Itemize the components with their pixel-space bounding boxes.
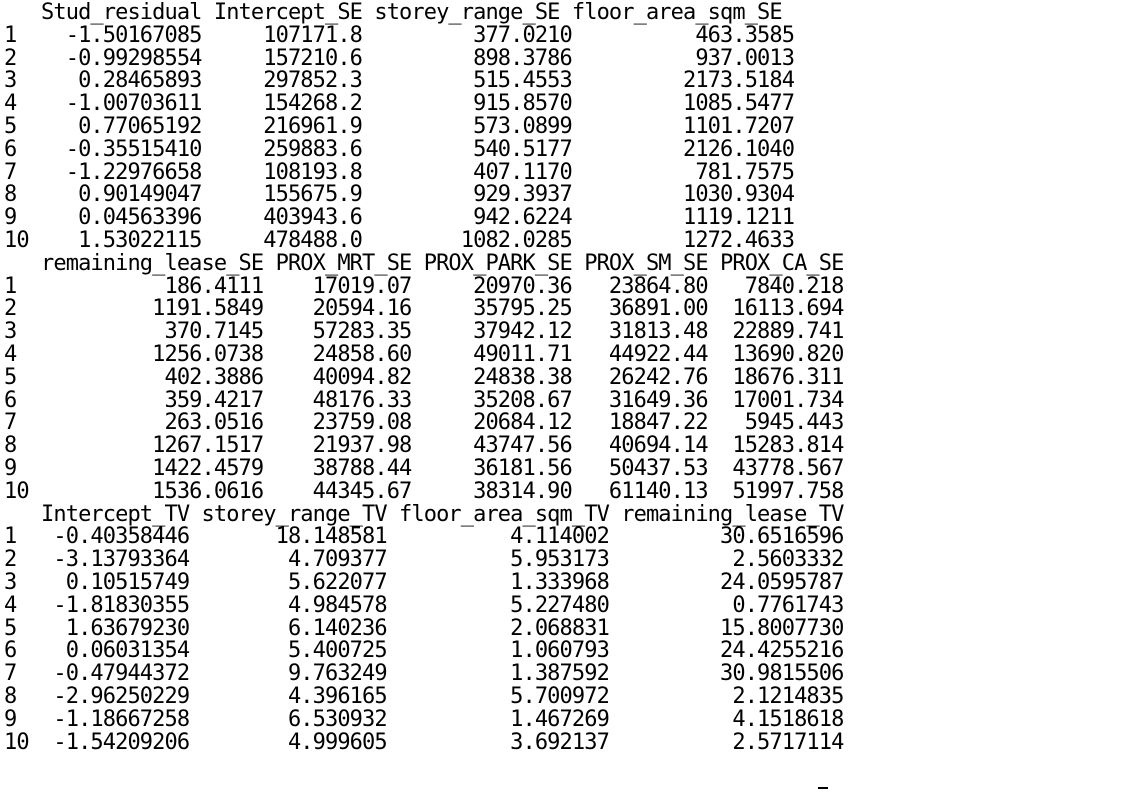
table-row: 5 402.3886 40094.82 24838.38 26242.76 18… (4, 364, 844, 390)
table-row: 3 0.28465893 297852.3 515.4553 2173.5184 (4, 68, 795, 94)
table-row: 5 1.63679230 6.140236 2.068831 15.800773… (4, 615, 844, 641)
table-row: 8 -2.96250229 4.396165 5.700972 2.121483… (4, 683, 844, 709)
table-row: 6 0.06031354 5.400725 1.060793 24.425521… (4, 638, 844, 664)
table-row: 2 1191.5849 20594.16 35795.25 36891.00 1… (4, 296, 844, 322)
table-row: 9 0.04563396 403943.6 942.6224 1119.1211 (4, 205, 795, 231)
table-row: 9 -1.18667258 6.530932 1.467269 4.151861… (4, 706, 844, 732)
table-row: 3 370.7145 57283.35 37942.12 31813.48 22… (4, 319, 844, 345)
table-row: 4 -1.00703611 154268.2 915.8570 1085.547… (4, 91, 795, 117)
table-row: 10 1536.0616 44345.67 38314.90 61140.13 … (4, 478, 844, 504)
table-row: 6 -0.35515410 259883.6 540.5177 2126.104… (4, 136, 795, 162)
column-header-row: remaining_lease_SE PROX_MRT_SE PROX_PARK… (4, 250, 844, 276)
table-row: 2 -3.13793364 4.709377 5.953173 2.560333… (4, 547, 844, 573)
table-row: 1 186.4111 17019.07 20970.36 23864.80 78… (4, 273, 844, 299)
table-block-tv: Intercept_TV storey_range_TV floor_area_… (4, 501, 844, 755)
table-row: 4 1256.0738 24858.60 49011.71 44922.44 1… (4, 341, 844, 367)
column-header-row: Intercept_TV storey_range_TV floor_area_… (4, 501, 844, 527)
table-row: 2 -0.99298554 157210.6 898.3786 937.0013 (4, 45, 795, 71)
table-row: 8 1267.1517 21937.98 43747.56 40694.14 1… (4, 433, 844, 459)
table-row: 7 263.0516 23759.08 20684.12 18847.22 59… (4, 410, 844, 436)
table-row: 1 -0.40358446 18.148581 4.114002 30.6516… (4, 524, 844, 550)
table-row: 9 1422.4579 38788.44 36181.56 50437.53 4… (4, 455, 844, 481)
table-row: 5 0.77065192 216961.9 573.0899 1101.7207 (4, 113, 795, 139)
table-row: 7 -1.22976658 108193.8 407.1170 781.7575 (4, 159, 795, 185)
table-row: 4 -1.81830355 4.984578 5.227480 0.776174… (4, 592, 844, 618)
table-block-prox-se: remaining_lease_SE PROX_MRT_SE PROX_PARK… (4, 250, 844, 504)
table-row: 7 -0.47944372 9.763249 1.387592 30.98155… (4, 661, 844, 687)
r-console-output: Stud_residual Intercept_SE storey_range_… (4, 0, 844, 755)
table-row: 6 359.4217 48176.33 35208.67 31649.36 17… (4, 387, 844, 413)
table-row: 10 -1.54209206 4.999605 3.692137 2.57171… (4, 729, 844, 755)
table-row: 1 -1.50167085 107171.8 377.0210 463.3585 (4, 22, 795, 48)
text-cursor (818, 787, 828, 789)
table-row: 8 0.90149047 155675.9 929.3937 1030.9304 (4, 182, 795, 208)
table-row: 10 1.53022115 478488.0 1082.0285 1272.46… (4, 227, 795, 253)
column-header-row: Stud_residual Intercept_SE storey_range_… (4, 0, 783, 25)
table-block-residuals-se: Stud_residual Intercept_SE storey_range_… (4, 0, 843, 253)
table-row: 3 0.10515749 5.622077 1.333968 24.059578… (4, 569, 844, 595)
